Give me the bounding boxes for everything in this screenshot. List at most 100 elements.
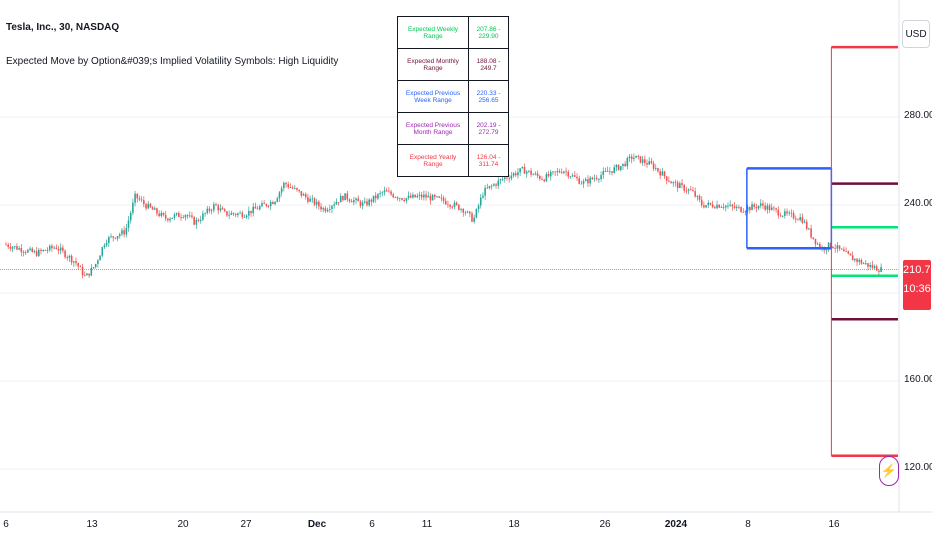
time-tick-label: 13 (86, 519, 98, 530)
candle-body (834, 247, 836, 249)
candle-body (628, 156, 631, 159)
candle-body (40, 249, 42, 252)
currency-button[interactable]: USD (902, 20, 930, 48)
candle-body (630, 156, 633, 159)
indicator-title[interactable]: Expected Move by Option&#039;s Implied V… (6, 56, 339, 67)
candle-body (191, 215, 193, 218)
candle-body (449, 204, 451, 207)
candle-body (184, 215, 187, 218)
candle-body (265, 203, 268, 206)
candle-body (469, 211, 471, 214)
candle-body (525, 171, 528, 174)
candle-body (650, 161, 653, 164)
candle-body (843, 249, 845, 252)
candle-body (587, 179, 589, 184)
time-tick-label: 27 (240, 519, 252, 530)
candle-body (175, 213, 178, 215)
candle-body (639, 156, 642, 163)
range-value: 126.04 - 311.74 (468, 144, 509, 177)
candle-body (569, 176, 572, 178)
range-label: Expected Previous Month Range (397, 112, 469, 145)
candle-body (153, 208, 156, 210)
candle-body (7, 244, 9, 247)
candle-body (289, 187, 292, 188)
candle-body (429, 195, 432, 201)
candle-body (248, 210, 250, 216)
candle-body (127, 220, 130, 228)
candle-body (532, 174, 535, 176)
candle-body (129, 212, 132, 221)
candle-body (451, 206, 454, 208)
candle-body (801, 217, 804, 223)
candle-body (543, 179, 545, 182)
candle-body (633, 157, 635, 159)
candle-body (24, 252, 27, 254)
candle-body (392, 194, 395, 198)
candle-body (512, 173, 515, 176)
candle-body (797, 219, 799, 221)
candle-body (256, 208, 259, 210)
candle-body (707, 202, 710, 206)
candle-body (182, 217, 185, 218)
candle-body (864, 263, 867, 264)
candle-body (125, 227, 128, 235)
candle-body (431, 194, 434, 201)
candle-body (180, 216, 182, 218)
candle-body (353, 200, 355, 203)
candle-body (549, 171, 552, 177)
expected-range-table: Expected Weekly Range 207.86 - 229.90 Expe… (397, 16, 509, 177)
candle-body (703, 205, 705, 208)
symbol-title[interactable]: Tesla, Inc., 30, NASDAQ (6, 22, 120, 33)
candle-body (670, 181, 672, 184)
candle-body (320, 206, 322, 210)
candle-body (346, 193, 349, 200)
candle-body (453, 202, 456, 207)
candle-body (539, 175, 541, 179)
candle-body (709, 202, 712, 205)
candle-body (280, 188, 283, 193)
candle-body (57, 248, 60, 251)
candle-body (16, 246, 18, 250)
candle-body (825, 249, 828, 251)
candle-body (602, 171, 605, 176)
candle-body (862, 263, 865, 265)
candle-body (657, 168, 659, 172)
candle-body (819, 243, 821, 249)
candle-body (694, 191, 696, 197)
candle-body (860, 259, 863, 264)
candle-body (164, 214, 167, 219)
candle-body (9, 246, 12, 249)
time-tick-label: 11 (421, 519, 433, 530)
range-value: 202.19 - 272.79 (468, 112, 509, 145)
candle-body (44, 249, 47, 251)
candle-body (873, 266, 876, 268)
candle-body (869, 264, 871, 267)
candle-body (652, 163, 655, 169)
candle-body (705, 205, 707, 208)
candle-body (722, 207, 725, 208)
candle-body (326, 209, 329, 212)
candle-body (162, 213, 165, 215)
candle-body (53, 247, 55, 249)
candle-body (674, 182, 677, 184)
candle-body (495, 184, 497, 186)
candle-body (217, 205, 220, 211)
candle-body (716, 204, 718, 209)
candle-body (206, 208, 209, 214)
candle-body (554, 171, 556, 173)
candle-body (383, 190, 386, 193)
lightning-bolt-icon[interactable]: ⚡ (879, 456, 899, 486)
candle-body (858, 259, 861, 262)
range-value: 188.08 - 249.7 (468, 48, 509, 81)
candle-body (700, 199, 703, 206)
candle-body (578, 178, 580, 184)
candle-body (291, 187, 294, 189)
candle-body (92, 267, 95, 268)
candle-body (595, 178, 598, 180)
candle-body (193, 217, 195, 225)
candle-body (827, 242, 830, 250)
candle-body (223, 209, 226, 212)
candle-body (547, 174, 550, 177)
time-tick-label: 16 (828, 519, 840, 530)
candle-body (79, 266, 82, 268)
